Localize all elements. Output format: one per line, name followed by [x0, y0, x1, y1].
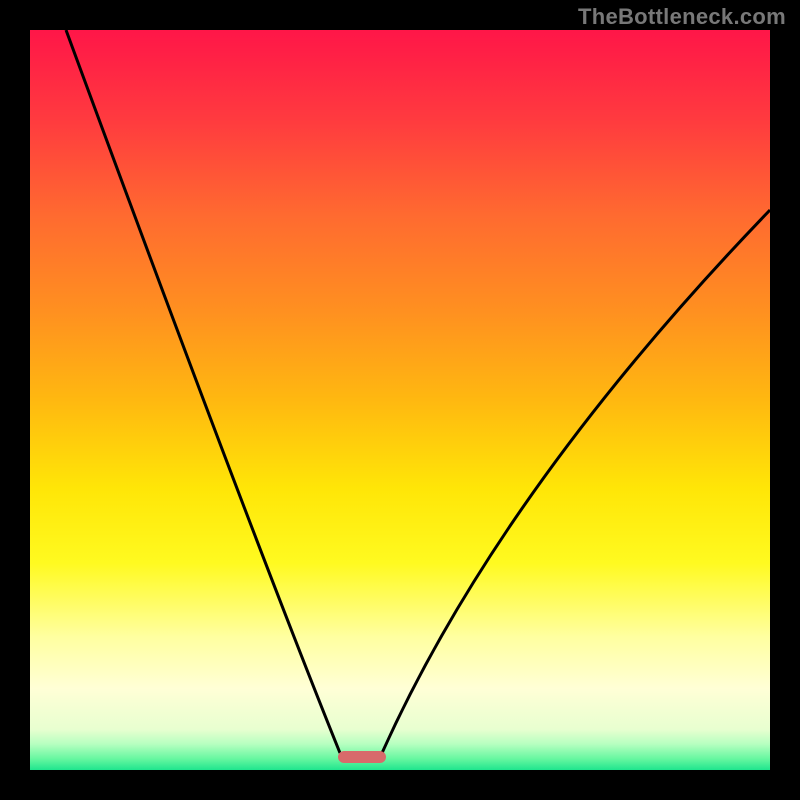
- plot-area: [30, 30, 770, 770]
- curve-left-branch: [66, 30, 340, 753]
- dip-marker: [338, 751, 386, 763]
- curve-right-branch: [382, 210, 770, 753]
- watermark-text: TheBottleneck.com: [578, 4, 786, 30]
- chart-frame: TheBottleneck.com: [0, 0, 800, 800]
- curve-layer: [30, 30, 770, 770]
